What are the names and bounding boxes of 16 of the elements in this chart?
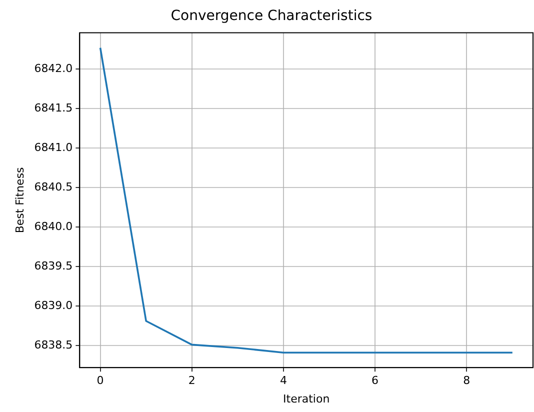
y-tick-label: 6842.0 [34, 62, 73, 75]
y-tick-label: 6840.0 [34, 220, 73, 233]
y-tick-label: 6841.5 [34, 101, 73, 114]
x-tick-label: 0 [96, 374, 104, 388]
y-axis-title: Best Fitness [13, 166, 26, 234]
x-tick-label: 6 [372, 374, 379, 388]
x-tick-label: 4 [280, 374, 287, 388]
y-tick-label: 6838.5 [34, 338, 73, 352]
x-tick-label: 2 [188, 374, 196, 388]
x-tick-label: 8 [463, 374, 470, 388]
y-tick-label: 6839.5 [34, 259, 73, 272]
y-tick-label: 6840.5 [34, 180, 73, 194]
y-tick-label: 6841.0 [34, 140, 73, 154]
x-axis-title: Iteration [283, 392, 330, 406]
chart-title: Convergence Characteristics [170, 8, 372, 24]
y-tick-label: 6839.0 [34, 298, 73, 312]
